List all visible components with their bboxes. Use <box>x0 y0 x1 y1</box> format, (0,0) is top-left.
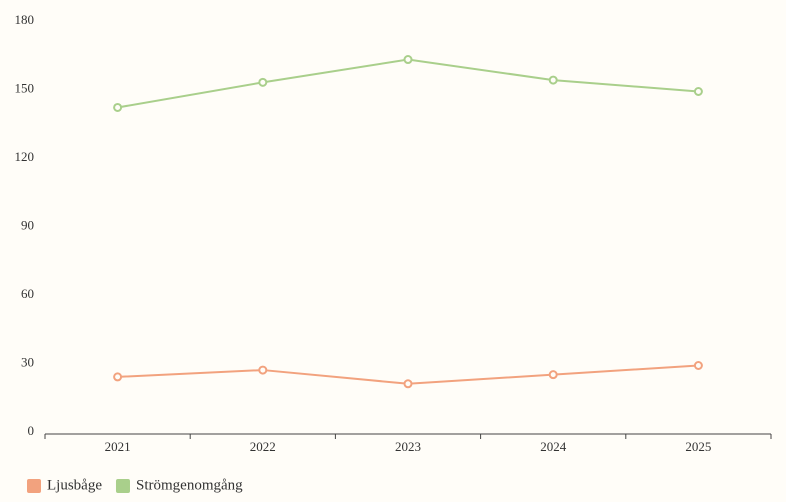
y-tick-label: 90 <box>21 217 34 232</box>
legend-swatch <box>27 479 41 493</box>
y-tick-label: 150 <box>15 80 35 95</box>
data-point <box>548 370 558 380</box>
data-point <box>693 361 703 370</box>
x-tick-label: 2022 <box>250 439 276 454</box>
data-point <box>258 365 268 375</box>
y-tick-label: 180 <box>15 12 35 27</box>
data-point <box>403 379 413 389</box>
data-point <box>113 102 123 112</box>
data-point <box>258 77 268 87</box>
y-tick-label: 120 <box>15 149 35 164</box>
data-point <box>403 55 413 65</box>
legend-swatch <box>115 479 130 493</box>
x-tick-label: 2025 <box>685 439 711 454</box>
legend-label: Strömgenomgång <box>136 477 243 493</box>
x-tick-label: 2023 <box>395 439 421 454</box>
data-point <box>693 87 703 96</box>
y-tick-label: 0 <box>28 423 35 438</box>
series-line <box>117 58 699 109</box>
legend-label: Ljusbåge <box>47 477 102 493</box>
data-point <box>548 75 558 85</box>
data-point <box>113 372 123 382</box>
x-tick-label: 2021 <box>105 439 131 454</box>
x-tick-label: 2024 <box>540 439 567 454</box>
y-tick-label: 60 <box>21 286 34 301</box>
y-tick-label: 30 <box>21 354 34 369</box>
